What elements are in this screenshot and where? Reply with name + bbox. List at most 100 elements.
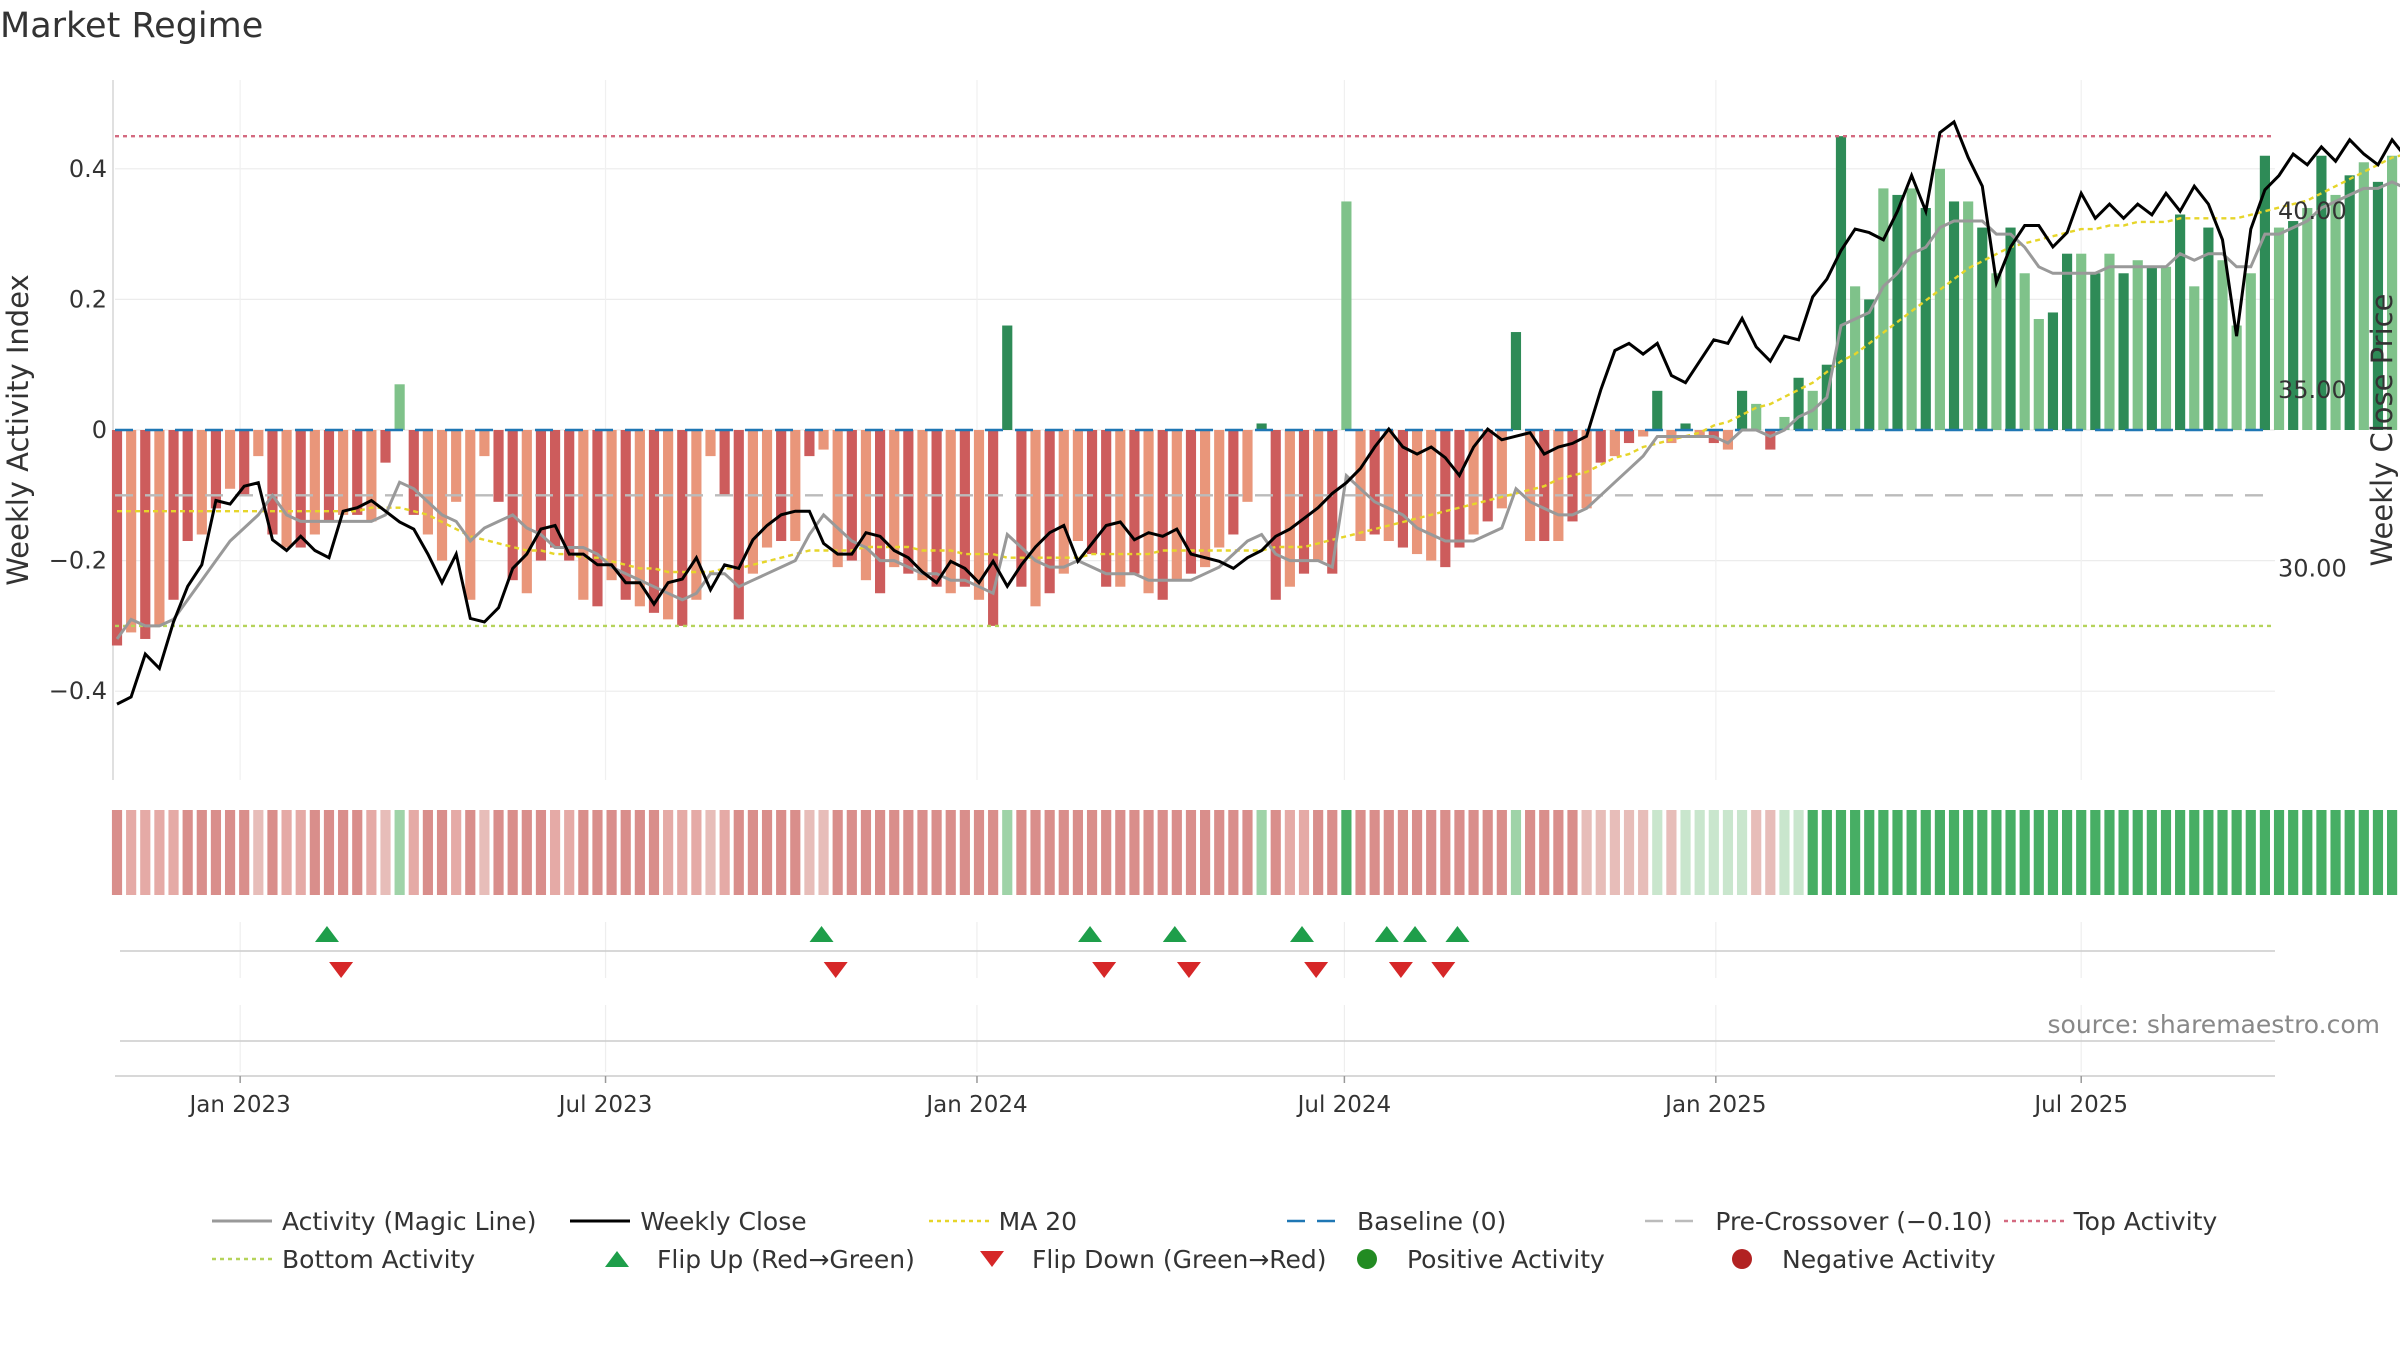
regime-cell: [1680, 810, 1691, 895]
regime-cell: [1539, 810, 1550, 895]
activity-bar: [2047, 312, 2059, 430]
regime-cell: [1482, 810, 1493, 895]
activity-bar: [2372, 181, 2384, 430]
regime-cell: [1864, 810, 1875, 895]
flip-up-marker: [1289, 926, 1314, 942]
legend-swatch: [980, 1251, 1004, 1267]
magic-line: [115, 180, 2400, 640]
activity-bar: [1468, 430, 1479, 535]
regime-cell: [945, 810, 956, 895]
y-tick-label: −0.2: [49, 547, 107, 575]
activity-bar: [380, 430, 391, 463]
activity-bar: [1510, 332, 1522, 430]
activity-bar: [1171, 430, 1182, 581]
y2-tick-label: 40.00: [2278, 197, 2347, 225]
activity-bar: [2146, 266, 2157, 430]
flip-up-marker: [314, 926, 339, 942]
regime-cell: [2387, 810, 2398, 895]
regime-cell: [1200, 810, 1211, 895]
regime-cell: [889, 810, 900, 895]
regime-cell: [790, 810, 801, 895]
legend-swatch: [2003, 1219, 2064, 1223]
regime-cell: [2146, 810, 2157, 895]
activity-bar: [1185, 430, 1197, 574]
activity-bar: [2203, 227, 2214, 430]
activity-bar: [479, 430, 490, 457]
activity-bar: [663, 430, 674, 620]
regime-cell: [323, 810, 335, 895]
legend-swatch: [1732, 1249, 1752, 1269]
activity-bar: [465, 430, 476, 600]
activity-bar: [1228, 430, 1239, 535]
x-tick-label: Jan 2023: [188, 1092, 291, 1118]
y-tick-label: 0: [92, 416, 107, 444]
activity-bar: [2104, 253, 2115, 430]
activity-bar: [620, 430, 631, 600]
activity-bar: [549, 430, 561, 548]
y2-tick-label: 30.00: [2278, 554, 2347, 582]
activity-bar: [988, 430, 999, 626]
regime-cell: [253, 810, 264, 895]
activity-bar: [2231, 325, 2242, 430]
regime-cell: [2344, 810, 2355, 895]
activity-bar: [1086, 430, 1098, 555]
activity-bar: [973, 430, 985, 600]
activity-bar: [1115, 430, 1126, 587]
activity-bar: [1977, 227, 1988, 430]
regime-cell: [1086, 810, 1098, 895]
activity-bar: [309, 430, 320, 535]
regime-cell: [1779, 810, 1790, 895]
regime-cell: [1369, 810, 1380, 895]
activity-bar: [210, 430, 222, 509]
flip-up-marker: [1374, 926, 1399, 942]
legend-item: Activity (Magic Line): [210, 1207, 568, 1236]
regime-cell: [1623, 810, 1635, 895]
regime-cell: [2005, 810, 2016, 895]
activity-bar: [1609, 430, 1620, 457]
regime-cell: [1567, 810, 1578, 895]
regime-cell: [634, 810, 645, 895]
regime-cell: [606, 810, 617, 895]
activity-bar: [1369, 430, 1380, 535]
activity-bar: [1751, 403, 1762, 430]
regime-cell: [140, 810, 151, 895]
regime-cell: [210, 810, 222, 895]
regime-cell: [436, 810, 448, 895]
legend-label: Top Activity: [2073, 1206, 2218, 1236]
activity-bar: [790, 430, 801, 542]
regime-cell: [1595, 810, 1606, 895]
legend-row: Activity (Magic Line) Weekly Close MA 20 Ba…: [210, 1202, 2360, 1240]
regime-cell: [2203, 810, 2214, 895]
legend-label: Activity (Magic Line): [282, 1206, 537, 1236]
weekly-close-line: [116, 119, 2400, 706]
regime-cell: [2175, 810, 2186, 895]
regime-cell: [535, 810, 547, 895]
regime-cell: [931, 810, 942, 895]
y-tick-label: 0.2: [69, 285, 107, 313]
regime-cell: [281, 810, 292, 895]
activity-bar: [2132, 260, 2143, 430]
legend-row: Bottom Activity Flip Up (Red→Green) Flip D…: [210, 1240, 2360, 1278]
activity-bar: [1157, 430, 1168, 600]
activity-bar: [1892, 194, 1903, 430]
regime-cell: [1821, 810, 1832, 895]
legend-swatch: [928, 1219, 989, 1223]
regime-cell: [592, 810, 603, 895]
activity-bar: [521, 430, 532, 594]
legend-item: Positive Activity: [1335, 1245, 1710, 1274]
activity-bar: [1948, 201, 1960, 430]
activity-bar: [126, 430, 137, 633]
activity-bar: [111, 430, 123, 646]
activity-bar: [2245, 273, 2256, 430]
flip-down-marker: [329, 962, 354, 978]
regime-cell: [309, 810, 320, 895]
regime-cell: [733, 810, 744, 895]
activity-bar: [1284, 430, 1295, 587]
activity-bar: [1779, 416, 1790, 430]
legend-item: Flip Up (Red→Green): [585, 1245, 960, 1274]
legend-item: Baseline (0): [1285, 1207, 1643, 1236]
regime-cell: [1002, 810, 1013, 895]
y-tick-label: −0.4: [49, 677, 107, 705]
regime-cell: [338, 810, 349, 895]
activity-bar: [860, 430, 872, 581]
